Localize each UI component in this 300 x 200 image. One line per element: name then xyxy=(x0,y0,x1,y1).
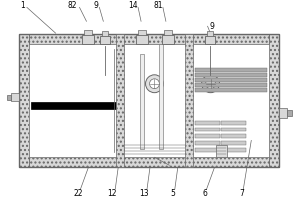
Bar xyxy=(19,34,279,167)
Bar xyxy=(269,34,279,167)
Bar xyxy=(138,30,146,35)
Bar xyxy=(185,34,193,167)
Bar xyxy=(215,145,227,157)
Bar xyxy=(164,30,172,35)
Bar xyxy=(279,108,287,118)
Circle shape xyxy=(206,79,215,89)
Bar xyxy=(140,54,144,149)
Bar xyxy=(221,121,246,125)
Bar xyxy=(82,35,94,44)
Bar xyxy=(116,34,124,167)
Text: 14: 14 xyxy=(128,1,138,10)
Bar xyxy=(195,121,220,125)
Bar xyxy=(11,93,19,101)
Bar xyxy=(221,148,246,152)
Text: 5: 5 xyxy=(170,189,175,198)
Bar xyxy=(287,110,292,116)
Bar xyxy=(19,34,29,167)
Bar xyxy=(102,31,108,36)
Bar xyxy=(31,102,116,109)
Bar xyxy=(195,83,267,87)
Bar xyxy=(136,35,148,44)
Circle shape xyxy=(146,75,164,93)
Circle shape xyxy=(202,75,220,93)
Bar xyxy=(159,44,164,149)
Text: 13: 13 xyxy=(139,189,149,198)
Text: 82: 82 xyxy=(68,1,77,10)
Bar xyxy=(195,73,267,77)
Bar xyxy=(221,141,246,145)
Bar xyxy=(195,78,267,82)
Bar xyxy=(162,35,174,44)
Bar xyxy=(205,36,214,44)
Bar xyxy=(195,134,220,138)
Bar xyxy=(195,68,267,72)
Bar xyxy=(7,95,11,100)
Text: 9: 9 xyxy=(94,1,99,10)
Text: 7: 7 xyxy=(239,189,244,198)
Bar xyxy=(195,148,220,152)
Bar xyxy=(221,128,246,131)
Bar xyxy=(221,134,246,138)
Bar xyxy=(207,31,213,36)
Bar xyxy=(29,44,269,157)
Text: 6: 6 xyxy=(202,189,207,198)
Bar xyxy=(100,36,110,44)
Text: 12: 12 xyxy=(107,189,117,198)
Text: 9: 9 xyxy=(209,22,214,31)
Text: 22: 22 xyxy=(74,189,83,198)
Bar xyxy=(195,88,267,92)
Bar xyxy=(19,157,279,167)
Text: 1: 1 xyxy=(20,1,25,10)
Bar xyxy=(85,30,92,35)
Bar xyxy=(19,34,279,44)
Circle shape xyxy=(150,79,159,89)
Text: 81: 81 xyxy=(153,1,163,10)
Bar xyxy=(195,128,220,131)
Bar xyxy=(195,141,220,145)
